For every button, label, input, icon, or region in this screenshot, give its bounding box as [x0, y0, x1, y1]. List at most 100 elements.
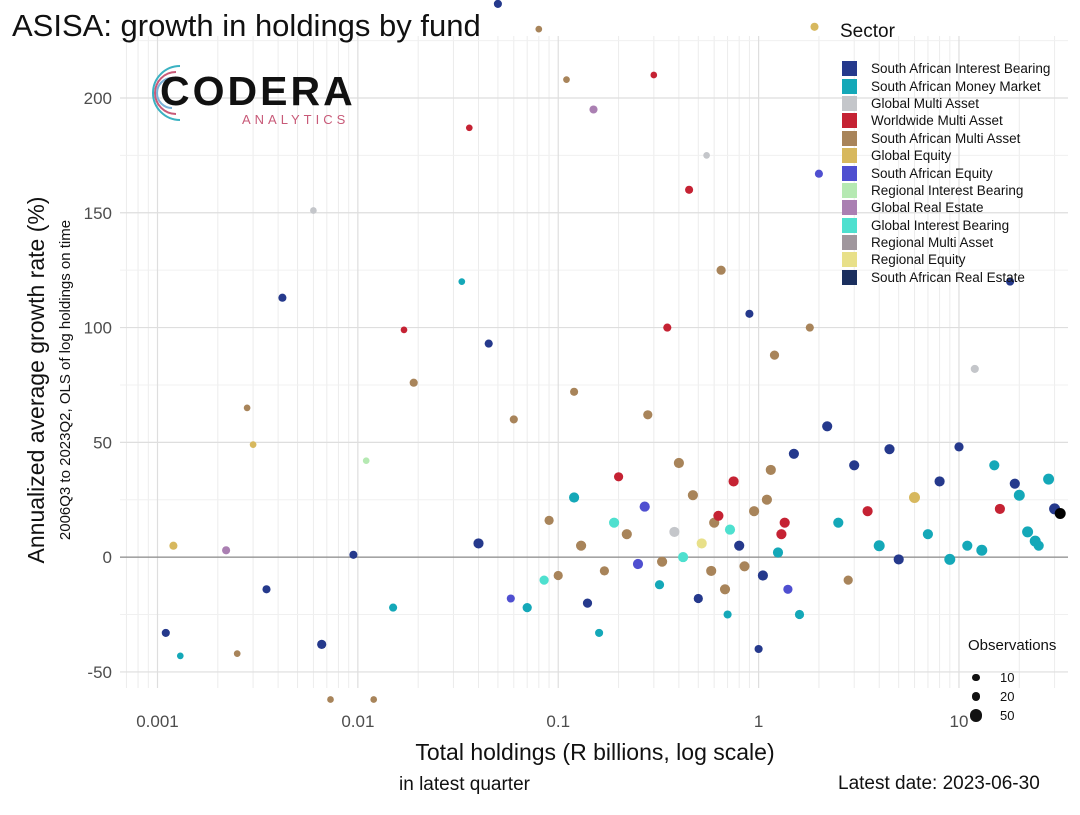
legend-label: Regional Interest Bearing: [871, 182, 1024, 198]
legend-label: Regional Equity: [871, 252, 966, 268]
legend-swatch: [842, 200, 857, 216]
data-point: [582, 598, 593, 608]
data-point: [1013, 489, 1025, 501]
data-point: [713, 510, 724, 521]
data-point: [724, 524, 736, 535]
data-point: [632, 558, 644, 570]
data-point: [613, 472, 624, 482]
data-points: [161, 0, 1066, 703]
data-point: [1043, 473, 1055, 485]
data-point: [349, 550, 358, 559]
data-point: [723, 610, 732, 619]
y-axis-label: Annualized average growth rate (%): [23, 197, 49, 564]
data-point: [822, 421, 833, 432]
codera-logo: CODERA ANALYTICS: [140, 58, 370, 128]
data-point: [473, 538, 484, 549]
data-point: [650, 71, 658, 79]
legend-item: Regional Equity: [842, 251, 1050, 268]
y-tick-label: 0: [103, 548, 112, 567]
y-tick-label: 150: [84, 204, 112, 223]
data-point: [278, 293, 287, 302]
data-point: [779, 517, 790, 528]
data-point: [728, 476, 739, 487]
size-legend-title: Observations: [968, 637, 1057, 654]
legend-item: South African Interest Bearing: [842, 60, 1050, 77]
data-point: [370, 696, 378, 703]
legend-item: South African Multi Asset: [842, 130, 1050, 147]
legend-swatch: [842, 252, 857, 268]
x-tick-label: 0.1: [546, 712, 570, 731]
size-legend-item: 10: [970, 670, 1014, 685]
data-point: [884, 444, 895, 455]
data-point: [570, 387, 579, 396]
latest-date: Latest date: 2023-06-30: [838, 773, 1040, 794]
data-point: [970, 364, 979, 373]
data-point: [1029, 535, 1041, 547]
legend-item: Regional Multi Asset: [842, 234, 1050, 251]
data-point: [962, 540, 973, 551]
data-point: [657, 556, 668, 567]
legend-swatch: [842, 61, 857, 77]
data-point: [976, 544, 988, 556]
data-point: [595, 628, 604, 637]
chart-title: ASISA: growth in holdings by fund: [12, 8, 481, 43]
legend-swatch: [842, 95, 857, 111]
data-point: [719, 584, 731, 595]
data-point: [954, 442, 964, 452]
y-tick-label: 50: [93, 433, 112, 452]
data-point: [673, 457, 684, 469]
data-point: [934, 476, 945, 487]
legend-swatch: [842, 113, 857, 129]
size-legend-label: 10: [1000, 670, 1015, 685]
y-axis-sublabel: 2006Q3 to 2023Q2, OLS of log holdings on…: [57, 220, 74, 540]
data-point: [400, 326, 408, 334]
data-point: [493, 0, 502, 8]
data-point: [599, 566, 610, 576]
x-tick-label: 1: [754, 712, 763, 731]
data-point: [893, 554, 904, 565]
legend-item: Global Real Estate: [842, 199, 1050, 216]
legend-item: Global Multi Asset: [842, 95, 1050, 112]
y-tick-label: -50: [87, 663, 112, 682]
legend-title: Sector: [840, 21, 895, 42]
size-legend-item: 20: [970, 689, 1014, 704]
data-point: [1054, 508, 1066, 519]
data-point: [745, 309, 754, 318]
y-axis-ticks: -50 0 50 100 150 200: [84, 89, 112, 682]
data-point: [654, 580, 665, 590]
legend-label: South African Real Estate: [871, 269, 1025, 285]
size-legend-label: 20: [1000, 689, 1015, 704]
legend-item: Global Equity: [842, 147, 1050, 164]
data-point: [706, 565, 717, 576]
data-point: [539, 575, 549, 585]
size-legend-dot: [970, 709, 982, 722]
legend-item: Global Interest Bearing: [842, 217, 1050, 234]
legend-item: South African Equity: [842, 164, 1050, 181]
data-point: [563, 76, 570, 83]
data-point: [761, 494, 772, 505]
data-point: [716, 265, 726, 275]
legend-label: South African Multi Asset: [871, 130, 1021, 146]
data-point: [243, 404, 251, 412]
x-tick-label: 0.001: [136, 712, 179, 731]
data-point: [783, 584, 793, 594]
size-legend-item: 50: [970, 708, 1014, 723]
data-point: [621, 529, 632, 540]
data-point: [693, 593, 703, 604]
data-point: [696, 538, 707, 549]
data-point: [685, 185, 694, 194]
data-point: [805, 323, 814, 332]
data-point: [161, 628, 170, 637]
data-point: [862, 506, 873, 517]
data-point: [769, 350, 780, 360]
legend-label: Worldwide Multi Asset: [871, 113, 1003, 129]
data-point: [327, 696, 334, 703]
sector-legend: South African Interest Bearing South Afri…: [842, 60, 1050, 286]
data-point: [544, 515, 554, 526]
legend-label: Global Interest Bearing: [871, 217, 1010, 233]
data-point: [873, 540, 885, 552]
data-point: [814, 169, 823, 178]
data-point: [509, 415, 518, 424]
data-point: [569, 492, 580, 503]
